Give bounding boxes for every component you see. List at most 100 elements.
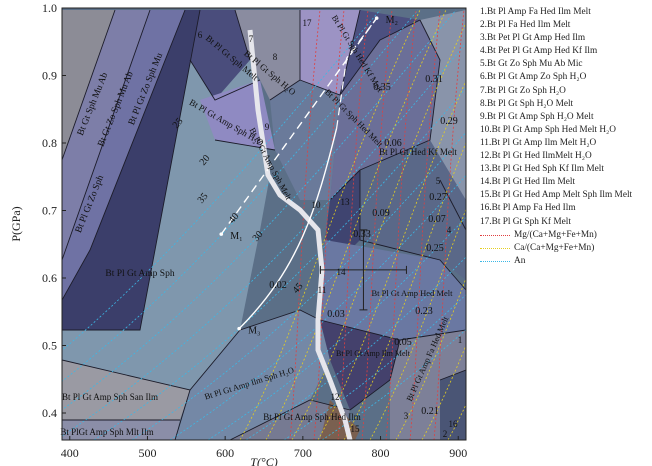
ca-isopleth-label: 0.29 [440, 116, 458, 127]
x-tick-label: 900 [449, 446, 467, 460]
boundary-line [62, 9, 201, 331]
an-isopleth [93, 87, 466, 440]
solidus-line [247, 29, 353, 440]
legend-isopleth-label: Mg/(Ca+Mg+Fe+Mn) [514, 229, 597, 240]
ca-isopleth [369, 208, 466, 440]
boundary-line [329, 19, 441, 201]
legend-swatch [480, 234, 510, 236]
legend-isopleth-label: Ca/(Ca+Mg+Fe+Mn) [514, 242, 595, 253]
legend-isopleth-item: Ca/(Ca+Mg+Fe+Mn) [480, 242, 652, 255]
legend-field-item: 5.Bt Gt Zo Sph Mu Ab Mic [480, 59, 583, 70]
legend-isopleth-item: An [480, 255, 652, 268]
y-tick-label: 0.5 [42, 339, 57, 353]
x-tick-label: 800 [372, 446, 390, 460]
field-label: 12 [331, 392, 340, 402]
field-bt-pl-gt-zo-sph [62, 10, 200, 330]
ca-isopleth-label: 0.27 [429, 192, 447, 203]
legend-field-item: 3.Bt Pet Pl Gt Amp Hed Ilm [480, 33, 586, 44]
boundary-line [339, 19, 421, 96]
an-isopleth [131, 131, 466, 440]
boundary-line [229, 399, 351, 440]
mg-isopleth-label: 0.06 [384, 138, 402, 149]
field-label: Bt Pl Gt Amp Hed Melt [372, 288, 454, 298]
legend-isopleth-label: An [514, 255, 526, 266]
legend-field-item: 1.Bt Pl Amp Fa Hed Ilm Melt [480, 7, 591, 17]
boundary-line [439, 369, 466, 381]
boundary-line [62, 9, 151, 261]
field-label: 13 [341, 197, 351, 207]
field-label: Bt Pl Gt Amp Sph Hed Ilm [263, 412, 361, 422]
field-bt-pl-gt-sph-melt [270, 80, 340, 200]
y-tick-label: 1.0 [42, 1, 57, 15]
legend-swatch [480, 260, 510, 262]
mg-isopleth [313, 9, 345, 440]
field-label: 14 [337, 267, 347, 277]
pt-path: M₁ M₂ M₃ [219, 15, 407, 337]
mg-isopleth-label: 0.03 [327, 309, 345, 320]
prograde-path [220, 17, 378, 235]
legend-field-item: 16.Bt Pl Amp Fa Hed Ilm [480, 203, 576, 214]
ca-isopleth-label: 0.31 [425, 74, 443, 85]
ca-isopleth-label: 0.23 [415, 306, 433, 317]
ca-isopleth [343, 141, 466, 440]
field-label: 15 [351, 424, 361, 434]
legend-field-item: 13.Bt Pl Gt Hed Sph Kf Ilm Melt [480, 164, 604, 175]
x-tick-label: 700 [294, 446, 312, 460]
ca-isopleth-label: 0.35 [373, 82, 391, 93]
ca-isopleth [317, 79, 466, 440]
mg-isopleth-label: 0.02 [269, 280, 287, 291]
y-tick-label: 0.9 [42, 69, 57, 83]
legend-field-item: 7.Bt Pl Gt Zo Sph H₂O [480, 85, 566, 96]
mg-isopleth-label: 0.07 [428, 214, 446, 225]
field-bt-pl-gt-amp-sph-hed-ilm [230, 400, 350, 440]
ca-isopleth [265, 9, 447, 440]
legend-field-item: 9.Bt Pl Gt Amp Sph H₂O Melt [480, 111, 594, 122]
pt-point-label: M₁ [230, 231, 242, 242]
field-right-upper [420, 10, 466, 230]
pt-point-label: M₂ [386, 15, 398, 26]
field-16 [440, 370, 466, 440]
boundary-line [359, 170, 466, 291]
retrograde-path [238, 127, 338, 330]
field-label: 3 [404, 411, 409, 421]
legend-field-item: 17.Bt Pl Gt Sph Kf Melt [480, 216, 571, 227]
an-isopleth [207, 216, 466, 440]
an-isopleth [169, 174, 466, 440]
field-label: 16 [449, 419, 459, 429]
pt-point [237, 326, 241, 331]
x-tick-label: 400 [61, 446, 79, 460]
field-label: Bt Pl Gt Amp Sph San Ilm [62, 392, 158, 402]
field-label: 17 [303, 18, 313, 28]
boundary-line [189, 59, 261, 101]
legend-field-item: 11.Bt Pl Gt Amp Ilm Melt H₂O [480, 137, 597, 148]
field-label: 6 [198, 30, 203, 40]
field-label: 1 [458, 335, 463, 345]
pt-point [374, 16, 379, 20]
legend-field-item: 8.Bt Pl Gt Sph H₂O Melt [480, 98, 574, 109]
an-isopleth [62, 42, 466, 437]
field-label: 7 [249, 34, 254, 44]
legend-field-item: 14.Bt Pl Gt Hed Ilm Melt [480, 177, 576, 188]
field-label: Bt Pl Gt Hed Kf Melt [379, 147, 457, 157]
legend-swatch [480, 247, 510, 249]
legend-field-item: 10.Bt Pl Gt Amp Sph Hed Melt H₂O [480, 124, 616, 135]
error-cross-caps [319, 229, 407, 311]
field-label: 4 [447, 225, 452, 235]
mg-isopleth-label: 0.09 [372, 208, 390, 219]
field-label: 11 [318, 285, 327, 295]
pt-point [219, 232, 224, 236]
y-axis-label: P(GPa) [9, 206, 23, 241]
axes: 400 500 600 700 800 900 0.4 0.5 0.6 0.7 0.8 0.9 1.0 T… [9, 1, 467, 466]
mg-isopleth [409, 9, 441, 440]
an-isopleth [62, 9, 419, 382]
field-bt-pl-gt-amp-hed-melt [320, 240, 466, 340]
x-axis-label: T(°C) [250, 455, 277, 466]
ca-isopleth-label: 0.25 [426, 243, 444, 254]
mg-isopleth [361, 9, 393, 440]
legend-field-item: 15.Bt Pl Gt Hed Amp Melt Sph Ilm Melt [480, 190, 633, 201]
boundary-line [174, 389, 191, 440]
ca-isopleth-label: 0.21 [421, 406, 439, 417]
legend: 1.Bt Pl Amp Fa Hed Ilm Melt 2.Bt Pl Fa He… [480, 6, 652, 268]
field-bt-pl-gt-sph-hed-kf [340, 10, 420, 95]
